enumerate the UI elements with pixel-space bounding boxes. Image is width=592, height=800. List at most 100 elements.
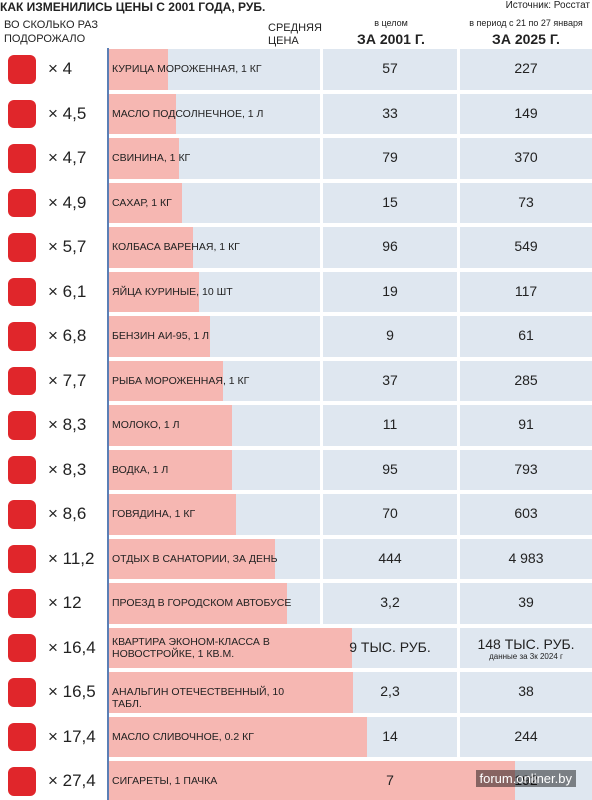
category-label: ГОВЯДИНА, 1 КГ xyxy=(112,508,196,521)
price-2025: 603 xyxy=(514,505,538,522)
row-bg xyxy=(460,138,592,179)
value-label: × 16,4 xyxy=(48,637,96,657)
category-label: ПРОЕЗД В ГОРОДСКОМ АВТОБУСЕ xyxy=(112,597,292,610)
bar xyxy=(109,627,352,668)
row-bg xyxy=(323,227,457,268)
price-2025: 192 xyxy=(514,772,538,789)
col-subheader: в период с 21 по 27 января xyxy=(469,18,583,28)
multiplier-header: ВО СКОЛЬКО РАЗ ПОДОРОЖАЛО xyxy=(4,19,99,45)
price-2025: 149 xyxy=(514,104,538,121)
price-2025: 227 xyxy=(514,60,538,77)
price-2025: 148 ТЫС. РУБ. xyxy=(477,635,575,652)
category-label: МАСЛО ПОДСОЛНЕЧНОЕ, 1 Л xyxy=(112,107,264,120)
source: Источник: Росстат xyxy=(505,0,590,11)
price-2001: 444 xyxy=(378,549,402,566)
price-2001: 70 xyxy=(382,505,398,522)
value-label: × 8,6 xyxy=(48,504,87,524)
bar xyxy=(109,405,232,446)
category-label: ОТДЫХ В САНАТОРИИ, ЗА ДЕНЬ xyxy=(112,552,278,565)
bar xyxy=(109,538,275,579)
bar xyxy=(109,316,210,357)
bar xyxy=(109,271,200,312)
category-label: ВОДКА, 1 Л xyxy=(112,463,169,476)
price-2001: 95 xyxy=(382,460,398,477)
value-label: × 8,3 xyxy=(48,415,87,435)
value-label: × 5,7 xyxy=(48,237,87,257)
row-bg xyxy=(460,360,592,401)
bar xyxy=(109,138,179,179)
bar xyxy=(109,761,515,800)
price-2001: 33 xyxy=(382,104,398,121)
row-bg xyxy=(460,405,592,446)
row-bg xyxy=(323,449,457,490)
col-subheader: в целом xyxy=(374,18,408,28)
price-2025: 39 xyxy=(518,594,534,611)
category-label: КВАРТИРА ЭКОНОМ-КЛАССА В НОВОСТРОЙКЕ, 1 … xyxy=(112,635,270,660)
row-bg xyxy=(460,227,592,268)
icon xyxy=(8,544,36,573)
category-label: КУРИЦА МОРОЖЕННАЯ, 1 КГ xyxy=(112,63,262,76)
icon xyxy=(8,277,36,306)
icon xyxy=(8,233,36,262)
icon xyxy=(8,322,36,351)
bar xyxy=(109,672,354,713)
bar xyxy=(109,49,169,90)
category-label: РЫБА МОРОЖЕННАЯ, 1 КГ xyxy=(112,374,250,387)
price-2025: 73 xyxy=(518,193,534,210)
icon xyxy=(8,366,36,395)
category-label: АНАЛЬГИН ОТЕЧЕСТВЕННЫЙ, 10 ТАБЛ. xyxy=(112,686,285,711)
bar xyxy=(109,360,223,401)
row-bg xyxy=(460,93,592,134)
row-bg xyxy=(323,494,457,535)
icon xyxy=(8,722,36,751)
price-2001: 14 xyxy=(382,727,398,744)
price-2001: 7 xyxy=(386,772,394,789)
price-2025: 370 xyxy=(514,149,538,166)
bar xyxy=(109,93,176,134)
price-2025: 285 xyxy=(514,371,538,388)
value-label: × 4,9 xyxy=(48,192,87,212)
price-2001: 9 ТЫС. РУБ. xyxy=(349,638,431,655)
category-label: МОЛОКО, 1 Л xyxy=(112,419,180,432)
price-2001: 19 xyxy=(382,282,398,299)
row-bg xyxy=(460,583,592,624)
price-2001: 15 xyxy=(382,193,398,210)
icon xyxy=(8,633,36,662)
row-bg xyxy=(323,360,457,401)
price-2001: 3,2 xyxy=(380,594,400,611)
value-label: × 17,4 xyxy=(48,726,96,746)
row-bg xyxy=(323,182,457,223)
row-bg xyxy=(460,316,592,357)
value-label: × 8,3 xyxy=(48,459,87,479)
row-bg xyxy=(460,49,592,90)
category-label: САХАР, 1 КГ xyxy=(112,196,172,209)
price-2025: 61 xyxy=(518,327,534,344)
col-header: ЗА 2025 Г. xyxy=(492,31,560,47)
axis-line xyxy=(107,48,109,800)
price-header: СРЕДНЯЯ ЦЕНА xyxy=(268,22,322,47)
value-label: × 6,1 xyxy=(48,281,87,301)
row-bg xyxy=(323,538,457,579)
icon xyxy=(8,455,36,484)
row-bg xyxy=(323,583,457,624)
value-label: × 16,5 xyxy=(48,682,96,702)
category-label: БЕНЗИН АИ-95, 1 Л xyxy=(112,330,210,343)
row-bg xyxy=(323,49,457,90)
category-label: СИГАРЕТЫ, 1 ПАЧКА xyxy=(112,775,218,788)
watermark: forum.onliner.by xyxy=(475,770,576,787)
title: КАК ИЗМЕНИЛИСЬ ЦЕНЫ С 2001 ГОДА, РУБ. xyxy=(0,0,266,14)
category-label: МАСЛО СЛИВОЧНОЕ, 0.2 КГ xyxy=(112,730,254,743)
price-2001: 9 xyxy=(386,327,394,344)
value-label: × 6,8 xyxy=(48,326,87,346)
row-bg xyxy=(460,716,592,757)
icon xyxy=(8,678,36,707)
col-header: ЗА 2001 Г. xyxy=(357,31,425,47)
icon xyxy=(8,188,36,217)
bar xyxy=(109,182,182,223)
value-label: × 4 xyxy=(48,59,73,79)
category-label: КОЛБАСА ВАРЕНАЯ, 1 КГ xyxy=(112,241,240,254)
bar xyxy=(109,227,194,268)
price-2001: 79 xyxy=(382,149,398,166)
value-label: × 7,7 xyxy=(48,370,87,390)
